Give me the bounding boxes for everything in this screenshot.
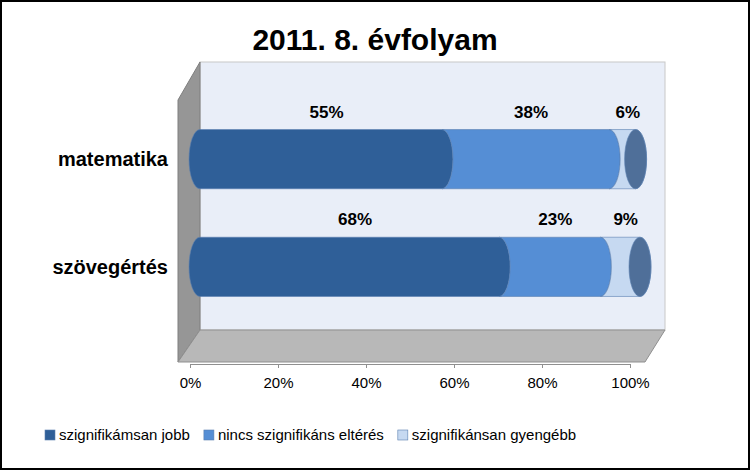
tick-label: 40% bbox=[351, 374, 381, 391]
tick: 20% bbox=[263, 364, 293, 391]
x-axis: 0% 20% 40% 60% 80% 100% bbox=[180, 364, 650, 391]
title: 2011. 8. évfolyam bbox=[252, 23, 497, 56]
data-label: 38% bbox=[514, 103, 548, 122]
tick: 80% bbox=[527, 364, 557, 391]
legend-label: szignifikámsan jobb bbox=[59, 426, 190, 443]
legend-swatch bbox=[45, 430, 55, 440]
tick: 40% bbox=[351, 364, 381, 391]
legend: szignifikámsan jobb nincs szignifikáns el… bbox=[45, 426, 576, 443]
tick-mark bbox=[542, 364, 543, 368]
tick-label: 0% bbox=[180, 374, 202, 391]
bar-segment bbox=[189, 130, 453, 189]
axis-line bbox=[191, 365, 631, 369]
frame bbox=[1, 1, 749, 469]
category-label: matematika bbox=[58, 148, 169, 170]
tick-mark bbox=[190, 364, 191, 368]
bars bbox=[189, 130, 651, 297]
legend-swatch bbox=[398, 430, 408, 440]
legend-swatch bbox=[204, 430, 214, 440]
bar-segment bbox=[609, 130, 646, 189]
chart: 55% 38% 6% 68% 23% 9% matematika szövegértés 0% 2… bbox=[0, 0, 750, 470]
legend-label: nincs szignifikáns eltérés bbox=[218, 426, 384, 443]
tick-label: 100% bbox=[611, 374, 649, 391]
floor bbox=[178, 330, 665, 362]
bar-end-cap bbox=[629, 237, 651, 296]
tick: 60% bbox=[439, 364, 469, 391]
tick-mark bbox=[366, 364, 367, 368]
bar-segment bbox=[499, 237, 611, 296]
tick-label: 20% bbox=[263, 374, 293, 391]
tick: 100% bbox=[611, 364, 649, 391]
tick-mark bbox=[278, 364, 279, 368]
tick-mark bbox=[630, 364, 631, 368]
legend-label: szignifikánsan gyengébb bbox=[412, 426, 576, 443]
tick-label: 60% bbox=[439, 374, 469, 391]
bar-segment bbox=[189, 237, 510, 296]
tick-mark bbox=[454, 364, 455, 368]
data-label: 68% bbox=[338, 210, 372, 229]
data-label: 9% bbox=[613, 210, 638, 229]
category-label: szövegértés bbox=[52, 256, 168, 278]
bar-segment bbox=[600, 237, 651, 296]
tick: 0% bbox=[180, 364, 202, 391]
data-label: 55% bbox=[309, 103, 343, 122]
data-label: 6% bbox=[616, 103, 641, 122]
bar-segment bbox=[442, 130, 620, 189]
data-labels: 55% 38% 6% 68% 23% 9% bbox=[309, 103, 640, 230]
tick-label: 80% bbox=[527, 374, 557, 391]
side-wall bbox=[178, 62, 200, 362]
data-label: 23% bbox=[538, 210, 572, 229]
bar-end-cap bbox=[625, 130, 647, 189]
